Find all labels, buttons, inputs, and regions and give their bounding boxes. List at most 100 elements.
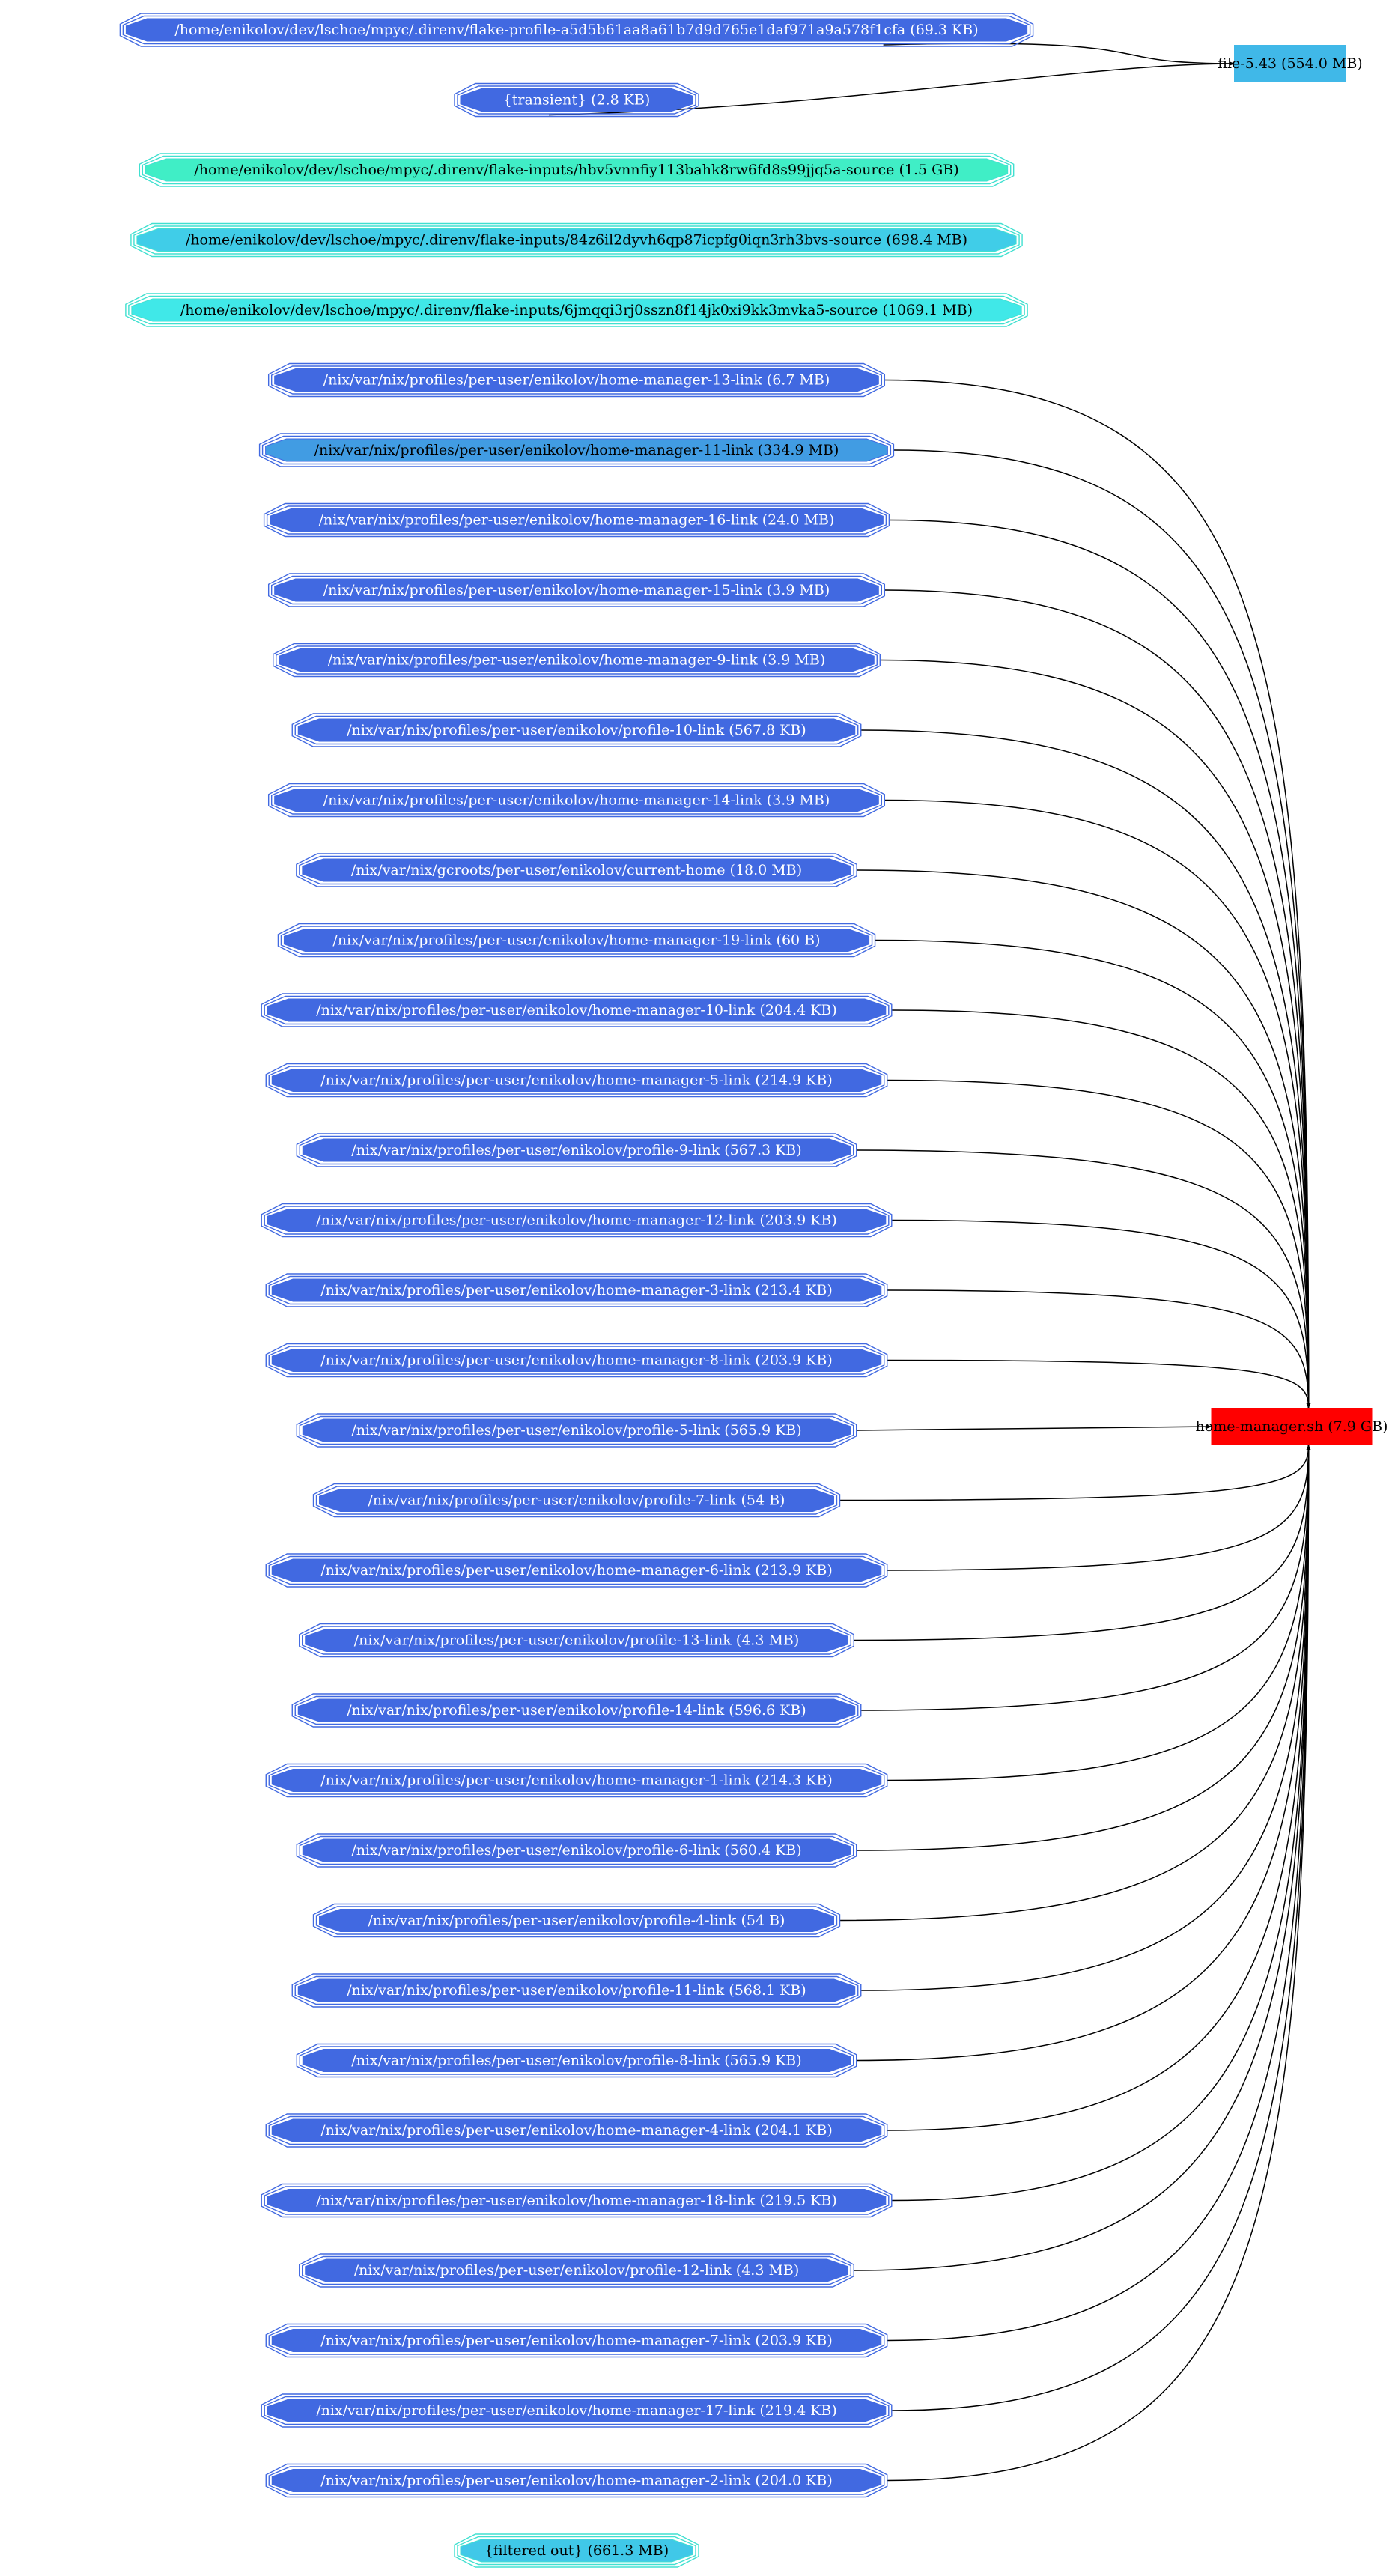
- node-middle-border: [264, 1206, 890, 1235]
- graph-edge: [891, 1445, 1311, 2202]
- graph-node: /nix/var/nix/profiles/per-user/enikolov/…: [267, 573, 886, 607]
- node-outer-border: [125, 293, 1028, 327]
- node-label: /nix/var/nix/profiles/per-user/enikolov/…: [316, 2193, 837, 2209]
- node-middle-border: [270, 575, 883, 605]
- node-outer-border: [454, 2533, 699, 2568]
- node-shape: [302, 1418, 851, 1442]
- graph-node: /nix/var/nix/profiles/per-user/enikolov/…: [267, 783, 886, 818]
- graph-edge: [856, 1149, 1311, 1409]
- node-label: {filtered out} (661.3 MB): [484, 2542, 669, 2559]
- graph-node: /nix/var/nix/profiles/per-user/enikolov/…: [312, 1903, 841, 1938]
- node-shape: [271, 1769, 882, 1792]
- node-shape: [302, 1138, 851, 1162]
- node-shape: [283, 929, 870, 952]
- nodes-layer: /home/enikolov/dev/lschoe/mpyc/.direnv/f…: [119, 13, 1388, 2568]
- node-outer-border: [130, 222, 1023, 258]
- node-outer-border: [265, 1343, 888, 1378]
- node-label: /nix/var/nix/gcroots/per-user/enikolov/c…: [351, 862, 802, 878]
- node-label: /home/enikolov/dev/lschoe/mpyc/.direnv/f…: [186, 232, 967, 249]
- graph-node: /nix/var/nix/profiles/per-user/enikolov/…: [296, 1133, 857, 1167]
- node-outer-border: [267, 362, 886, 398]
- graph-node: /nix/var/nix/profiles/per-user/enikolov/…: [261, 2393, 893, 2428]
- node-middle-border: [457, 85, 696, 115]
- node-shape: [319, 1489, 834, 1512]
- node-outer-border: [296, 853, 857, 887]
- node-outer-border: [265, 1763, 888, 1798]
- node-middle-border: [299, 2046, 854, 2075]
- node-label: /nix/var/nix/profiles/per-user/enikolov/…: [314, 442, 839, 458]
- graph-edge: [887, 1445, 1311, 2342]
- node-middle-border: [294, 715, 859, 745]
- node-shape: [319, 1909, 834, 1932]
- node-middle-border: [457, 2536, 696, 2566]
- node-label: /home/enikolov/dev/lschoe/mpyc/.direnv/f…: [194, 162, 958, 178]
- target-node-label: home-manager.sh (7.9 GB): [1196, 1418, 1388, 1435]
- graph-edge: [839, 1445, 1311, 1922]
- graph-node: /nix/var/nix/profiles/per-user/enikolov/…: [296, 2043, 857, 2078]
- node-middle-border: [268, 1346, 885, 1375]
- graph-edge: [860, 1445, 1311, 1991]
- graph-edge: [893, 449, 1311, 1409]
- node-outer-border: [261, 993, 893, 1027]
- node-outer-border: [265, 1063, 888, 1098]
- graph-node: /nix/var/nix/profiles/per-user/enikolov/…: [299, 2253, 854, 2288]
- node-outer-border: [263, 502, 890, 538]
- graph-target-node: home-manager.sh (7.9 GB): [1196, 1408, 1388, 1445]
- node-label: /nix/var/nix/profiles/per-user/enikolov/…: [368, 1492, 785, 1509]
- node-outer-border: [261, 2183, 893, 2218]
- node-outer-border: [312, 1903, 841, 1938]
- node-shape: [460, 2539, 693, 2563]
- node-middle-border: [276, 645, 878, 675]
- node-middle-border: [299, 855, 854, 885]
- graph-edge: [856, 1445, 1311, 2062]
- node-middle-border: [268, 1555, 885, 1585]
- node-label: /nix/var/nix/profiles/per-user/enikolov/…: [354, 1632, 800, 1649]
- node-outer-border: [261, 2393, 893, 2428]
- node-outer-border: [265, 1273, 888, 1307]
- graph-edge: [839, 1445, 1311, 1501]
- node-shape: [271, 1558, 882, 1582]
- node-outer-border: [291, 1693, 862, 1728]
- node-shape: [125, 18, 1028, 42]
- node-middle-border: [266, 505, 887, 535]
- node-label: /home/enikolov/dev/lschoe/mpyc/.direnv/f…: [180, 302, 973, 318]
- node-outer-border: [119, 13, 1034, 47]
- graph-node: /nix/var/nix/profiles/per-user/enikolov/…: [273, 643, 881, 678]
- graph-node: /nix/var/nix/profiles/per-user/enikolov/…: [258, 433, 895, 467]
- node-shape: [271, 2469, 882, 2492]
- node-middle-border: [299, 1135, 854, 1165]
- graph-node: /home/enikolov/dev/lschoe/mpyc/.direnv/f…: [139, 153, 1015, 187]
- node-shape: [267, 2189, 887, 2212]
- node-middle-border: [270, 786, 883, 815]
- node-label: /nix/var/nix/profiles/per-user/enikolov/…: [320, 1282, 832, 1298]
- node-outer-border: [139, 153, 1015, 187]
- node-label: /nix/var/nix/profiles/per-user/enikolov/…: [320, 2122, 832, 2139]
- node-shape: [297, 1978, 856, 2002]
- node-middle-border: [264, 2396, 890, 2425]
- node-outer-border: [267, 783, 886, 818]
- graph-edge: [891, 1009, 1311, 1409]
- node-label: /nix/var/nix/profiles/per-user/enikolov/…: [351, 2053, 801, 2069]
- node-shape: [460, 88, 693, 112]
- node-outer-border: [267, 573, 886, 607]
- graph-edge: [887, 1289, 1311, 1409]
- node-outer-border: [454, 82, 699, 118]
- node-middle-border: [302, 2255, 851, 2285]
- graph-node: /nix/var/nix/profiles/per-user/enikolov/…: [265, 2463, 888, 2498]
- node-outer-border: [296, 2043, 857, 2078]
- node-label: /nix/var/nix/profiles/per-user/enikolov/…: [351, 1422, 801, 1439]
- graph-node: /nix/var/nix/profiles/per-user/enikolov/…: [296, 1833, 857, 1868]
- node-shape: [145, 158, 1009, 182]
- graph-edge: [884, 589, 1311, 1409]
- node-middle-border: [261, 435, 892, 465]
- node-label: /nix/var/nix/profiles/per-user/enikolov/…: [320, 1352, 832, 1369]
- node-shape: [267, 2399, 887, 2422]
- edges-layer: [548, 43, 1311, 2482]
- graph-edge: [860, 729, 1311, 1409]
- node-outer-border: [261, 1203, 893, 1238]
- node-outer-border: [291, 1973, 862, 2008]
- node-label: /nix/var/nix/profiles/per-user/enikolov/…: [320, 1072, 832, 1089]
- graph-node: /home/enikolov/dev/lschoe/mpyc/.direnv/f…: [125, 293, 1028, 327]
- graph-node: /nix/var/nix/profiles/per-user/enikolov/…: [291, 1973, 862, 2008]
